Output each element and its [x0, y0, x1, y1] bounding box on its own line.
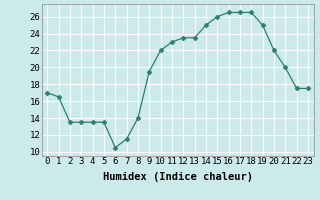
X-axis label: Humidex (Indice chaleur): Humidex (Indice chaleur) — [103, 172, 252, 182]
